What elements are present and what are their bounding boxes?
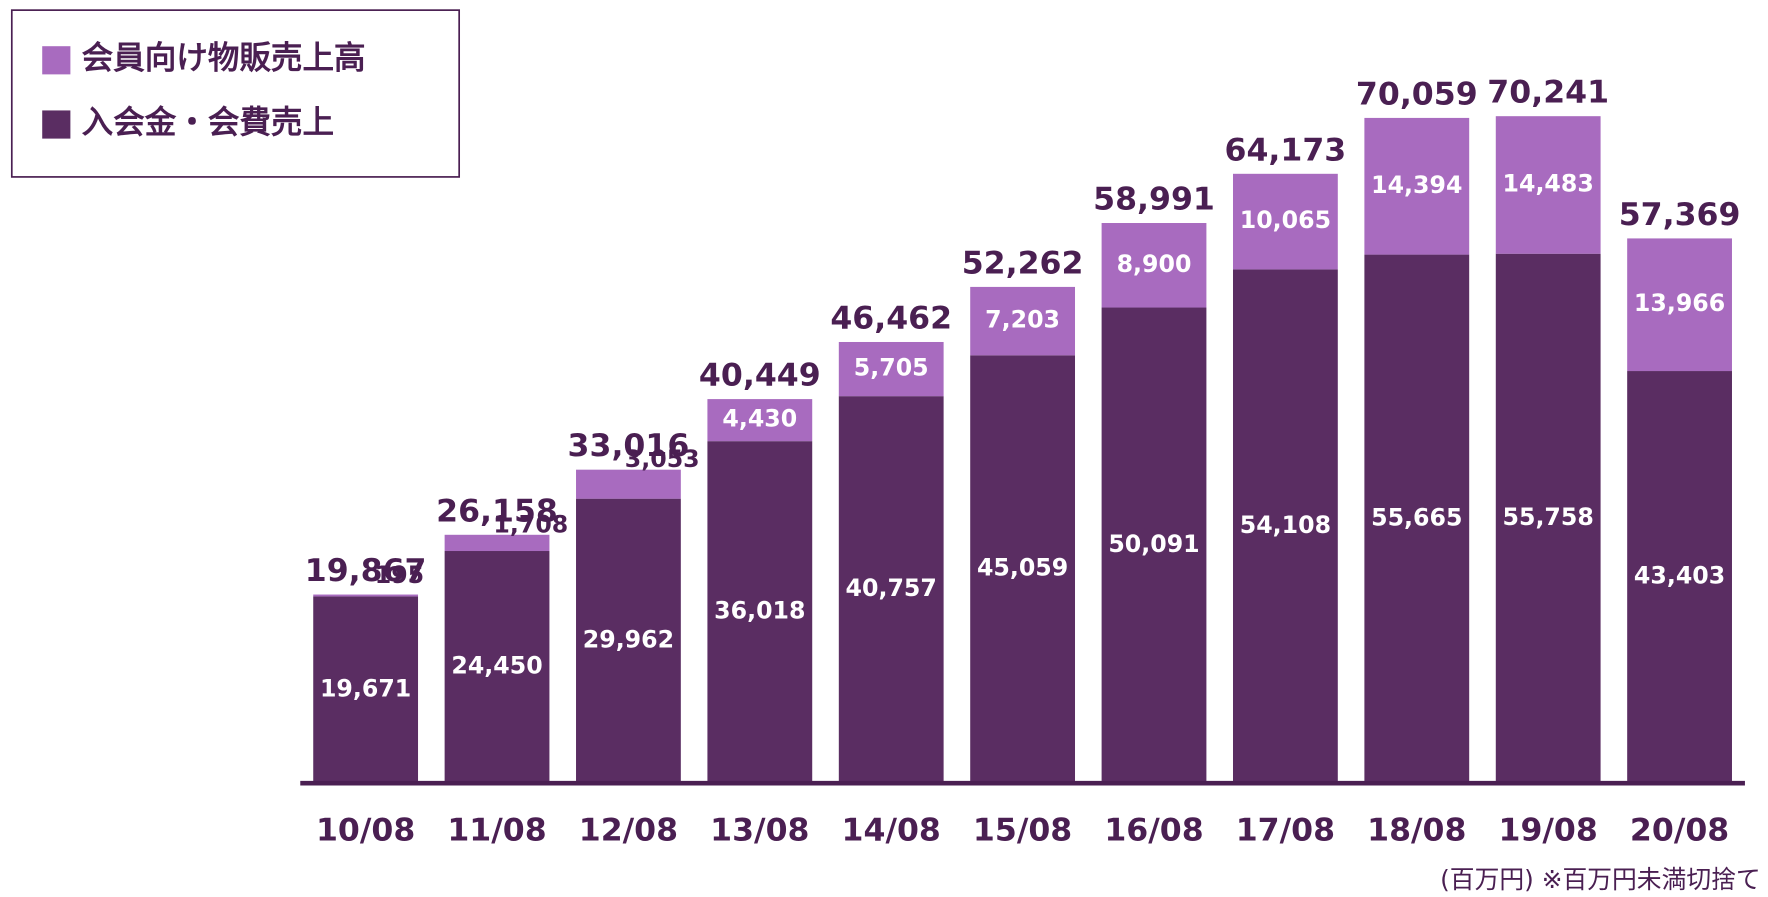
x-tick-label: 11/08 — [447, 813, 546, 849]
value-label: 5,705 — [854, 354, 929, 382]
total-label: 70,241 — [1487, 75, 1609, 111]
value-label: 13,966 — [1634, 289, 1725, 317]
bar-segment — [970, 286, 1076, 356]
value-label: 54,108 — [1240, 511, 1331, 539]
total-label: 70,059 — [1356, 76, 1478, 112]
value-label: 14,394 — [1371, 171, 1462, 199]
bar-segment — [1627, 371, 1732, 784]
value-label: 4,430 — [722, 405, 797, 433]
value-label: 19,671 — [320, 674, 411, 702]
bar-segment — [1627, 238, 1732, 372]
total-label: 46,462 — [830, 300, 952, 336]
value-label: 43,403 — [1634, 562, 1725, 590]
bar-segment — [313, 594, 419, 597]
bar-segment — [1101, 223, 1207, 308]
x-tick-label: 17/08 — [1236, 813, 1335, 849]
value-label: 36,018 — [714, 597, 805, 625]
value-label: 3,053 — [625, 445, 700, 473]
total-label: 19,867 — [305, 553, 427, 589]
bar-segment — [707, 399, 813, 442]
value-label: 40,757 — [846, 574, 937, 602]
bar-segment — [1232, 269, 1338, 784]
value-label: 29,962 — [583, 625, 674, 653]
bar-segment — [1495, 253, 1601, 784]
value-label: 55,665 — [1371, 503, 1462, 531]
bar-segment — [1495, 116, 1601, 254]
x-tick-label: 18/08 — [1367, 813, 1466, 849]
legend-label: 会員向け物販売上高 — [82, 41, 366, 77]
total-label: 52,262 — [962, 245, 1084, 281]
value-label: 10,065 — [1240, 206, 1331, 234]
x-tick-label: 14/08 — [842, 813, 941, 849]
bar-segment — [1364, 254, 1470, 784]
value-label: 45,059 — [977, 554, 1068, 582]
legend-swatch — [42, 110, 71, 139]
x-tick-label: 15/08 — [973, 813, 1072, 849]
value-label: 8,900 — [1117, 250, 1192, 278]
bar-segment — [838, 396, 944, 784]
x-tick-label: 16/08 — [1104, 813, 1203, 849]
bar-segment — [970, 355, 1076, 784]
legend-swatch — [42, 46, 71, 75]
value-label: 50,091 — [1108, 530, 1199, 558]
footnote: (百万円) ※百万円未満切捨て — [1440, 865, 1761, 894]
bar-segment — [444, 534, 550, 552]
legend-label: 入会金・会費売上 — [82, 104, 334, 141]
x-tick-label: 13/08 — [710, 813, 809, 849]
value-label: 55,758 — [1503, 503, 1594, 531]
x-tick-label: 19/08 — [1499, 813, 1598, 849]
legend-box — [10, 9, 461, 178]
bar-segment — [576, 469, 681, 499]
total-label: 58,991 — [1093, 181, 1215, 217]
x-tick-label: 12/08 — [579, 813, 678, 849]
value-label: 195 — [375, 561, 424, 589]
bar-segment — [838, 341, 944, 397]
x-tick-label: 10/08 — [316, 813, 415, 849]
bar-segment — [576, 498, 681, 784]
bar-segment — [707, 441, 813, 784]
total-label: 40,449 — [699, 358, 821, 394]
bar-segment — [1101, 307, 1207, 784]
bar-segment — [313, 596, 419, 784]
value-label: 24,450 — [451, 652, 542, 680]
bar-segment — [1232, 173, 1338, 270]
x-tick-label: 20/08 — [1630, 813, 1729, 849]
total-label: 33,016 — [568, 428, 690, 464]
value-label: 1,708 — [493, 510, 568, 538]
total-label: 57,369 — [1619, 197, 1741, 233]
total-label: 26,158 — [436, 493, 558, 529]
total-label: 64,173 — [1225, 132, 1347, 168]
bar-segment — [1364, 117, 1470, 255]
bar-segment — [444, 551, 550, 784]
value-label: 14,483 — [1503, 169, 1594, 197]
value-label: 7,203 — [985, 306, 1060, 334]
